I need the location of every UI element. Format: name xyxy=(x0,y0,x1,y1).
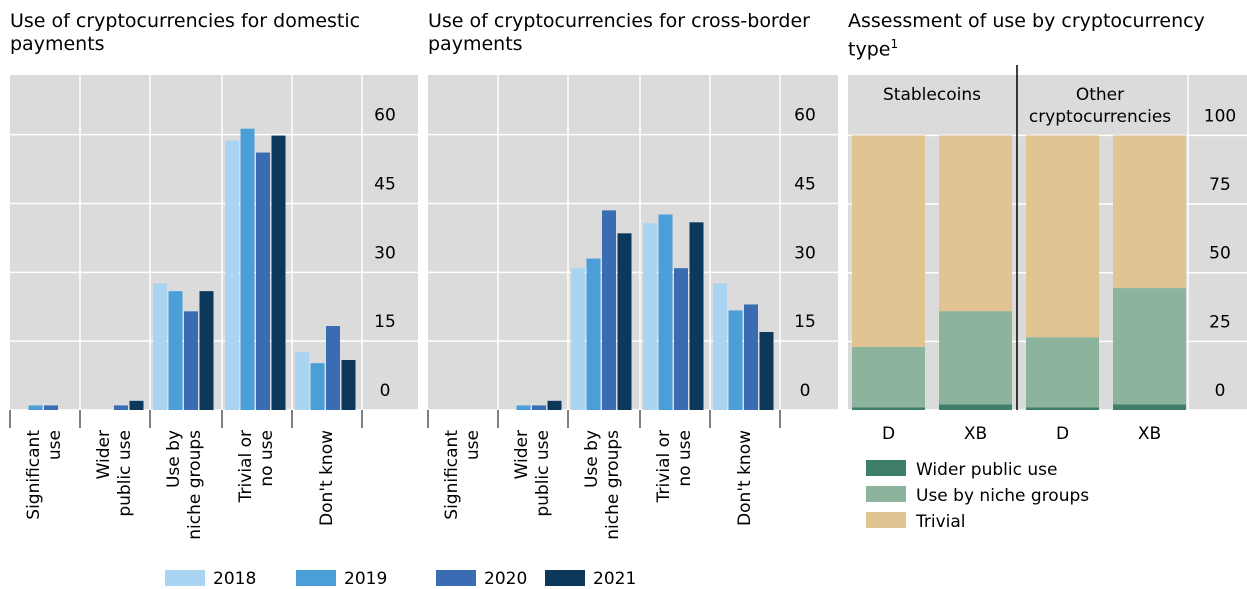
y-tick-label: 30 xyxy=(794,243,816,263)
x-tick-label: Significant use xyxy=(24,430,65,520)
bar xyxy=(326,326,340,410)
bar xyxy=(341,359,356,410)
legend-swatch xyxy=(866,486,906,502)
bar xyxy=(44,405,58,410)
bar xyxy=(571,268,585,410)
bar xyxy=(310,363,325,410)
x-tick-label: Trivial or no use xyxy=(236,430,277,503)
legend-label: Trivial xyxy=(915,512,966,532)
bar xyxy=(184,311,198,410)
bar xyxy=(689,222,704,410)
bar xyxy=(744,304,758,410)
bar xyxy=(586,258,601,410)
bar xyxy=(295,352,309,410)
y-tick-label: 100 xyxy=(1204,106,1236,126)
bar-segment xyxy=(939,311,1012,405)
bar xyxy=(28,405,43,410)
x-tick-label: D xyxy=(1056,424,1069,444)
bar xyxy=(674,268,688,410)
x-tick-label: Wider public use xyxy=(512,430,553,517)
y-tick-label: 0 xyxy=(1215,381,1226,401)
bar-segment xyxy=(1026,337,1099,408)
bar xyxy=(532,405,546,410)
legend-label: Wider public use xyxy=(916,460,1057,480)
bar xyxy=(617,233,632,410)
bar xyxy=(602,210,616,410)
title-footnote: 1 xyxy=(890,37,899,51)
bar xyxy=(728,310,743,410)
legend-label: 2019 xyxy=(344,569,387,589)
legend-label: Use by niche groups xyxy=(916,486,1089,506)
title-text: Assessment of use by cryptocurrency type xyxy=(848,10,1205,61)
bar-segment xyxy=(1113,135,1186,289)
legend-label: 2018 xyxy=(213,569,256,589)
y-tick-label: 75 xyxy=(1209,175,1231,195)
legend-swatch xyxy=(866,512,906,528)
y-tick-label: 15 xyxy=(374,312,396,332)
bar xyxy=(516,405,531,410)
bar xyxy=(114,405,128,410)
group-label: Other cryptocurrencies xyxy=(1028,85,1172,127)
legend-swatch xyxy=(866,460,906,476)
bar xyxy=(168,291,183,410)
legend-label: 2021 xyxy=(593,569,636,589)
legend-label: 2020 xyxy=(484,569,527,589)
x-tick-label: D xyxy=(882,424,895,444)
x-tick-label: Don't know xyxy=(316,430,337,526)
bar xyxy=(225,140,239,410)
bar xyxy=(643,223,657,410)
x-tick-label: Significant use xyxy=(442,430,483,520)
chart-title: Use of cryptocurrencies for domestic pay… xyxy=(10,10,415,56)
legend-swatch xyxy=(545,570,585,586)
title-text: Use of cryptocurrencies for cross-border… xyxy=(428,10,810,55)
bar xyxy=(129,400,144,410)
bar xyxy=(256,152,270,410)
bar xyxy=(759,331,774,410)
y-tick-label: 15 xyxy=(794,312,816,332)
x-tick-label: XB xyxy=(1138,424,1161,444)
title-text: Use of cryptocurrencies for domestic pay… xyxy=(10,10,361,55)
y-tick-label: 30 xyxy=(374,243,396,263)
bar-segment xyxy=(939,135,1012,312)
x-tick-label: Use by niche groups xyxy=(582,430,623,540)
bar-segment xyxy=(852,346,925,408)
x-tick-label: Wider public use xyxy=(94,430,135,517)
legend-swatch xyxy=(165,570,205,586)
bar-segment xyxy=(1113,288,1186,405)
plot-background xyxy=(428,75,838,410)
bar-segment xyxy=(1026,135,1099,338)
x-tick-label: Use by niche groups xyxy=(164,430,205,540)
chart-title: Use of cryptocurrencies for cross-border… xyxy=(428,10,833,56)
y-tick-label: 45 xyxy=(374,174,396,194)
plot-background xyxy=(10,75,418,410)
x-tick-label: XB xyxy=(964,424,987,444)
y-tick-label: 0 xyxy=(380,381,391,401)
x-tick-label: Don't know xyxy=(734,430,755,526)
bar xyxy=(153,283,167,410)
y-tick-label: 60 xyxy=(794,106,816,126)
bar-segment xyxy=(939,404,1012,410)
y-tick-label: 0 xyxy=(800,381,811,401)
group-label: Stablecoins xyxy=(883,85,981,105)
legend-swatch xyxy=(296,570,336,586)
y-tick-label: 50 xyxy=(1209,244,1231,264)
bar xyxy=(199,291,214,410)
legend-swatch xyxy=(436,570,476,586)
bar xyxy=(713,283,727,410)
bar xyxy=(547,400,562,410)
y-tick-label: 25 xyxy=(1209,312,1231,332)
x-tick-label: Trivial or no use xyxy=(654,430,695,503)
bar-segment xyxy=(1113,404,1186,410)
y-tick-label: 60 xyxy=(374,106,396,126)
bar xyxy=(658,214,673,410)
bar-segment xyxy=(852,135,925,347)
y-tick-label: 45 xyxy=(794,174,816,194)
bar xyxy=(240,128,255,411)
chart-title: Assessment of use by cryptocurrency type… xyxy=(848,10,1247,61)
bar-segment xyxy=(1026,407,1099,410)
bar xyxy=(271,135,286,410)
bar-segment xyxy=(852,407,925,410)
